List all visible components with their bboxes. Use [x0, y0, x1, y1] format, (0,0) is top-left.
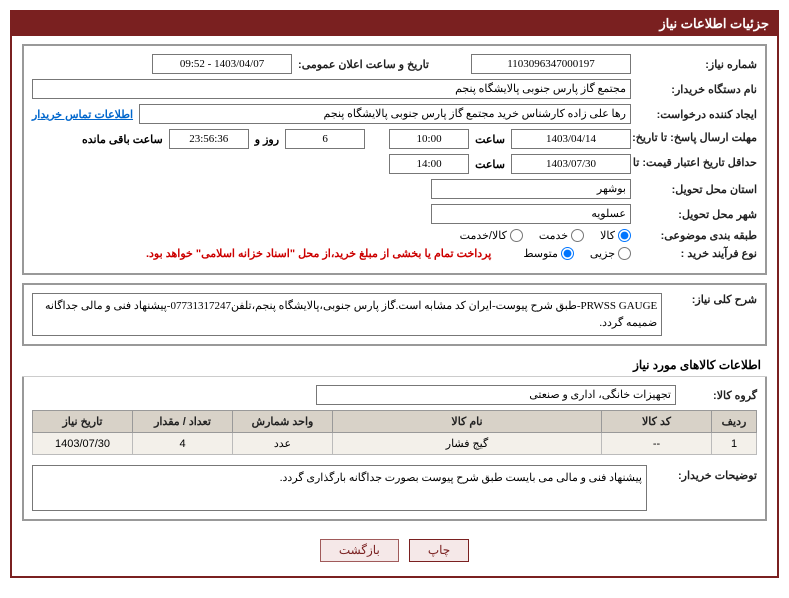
- radio-goods[interactable]: کالا: [600, 229, 631, 242]
- print-button[interactable]: چاپ: [409, 539, 469, 562]
- summary-box: شرح کلی نیاز: PRWSS GAUGE-طبق شرح پیوست-…: [22, 283, 767, 346]
- radio-goods-service[interactable]: کالا/خدمت: [460, 229, 523, 242]
- goods-group: تجهیزات خانگی، اداری و صنعتی: [316, 385, 676, 405]
- goods-table: ردیف کد کالا نام کالا واحد شمارش تعداد /…: [32, 410, 757, 455]
- contact-link[interactable]: اطلاعات تماس خریدار: [32, 108, 133, 121]
- cell-code: --: [602, 433, 712, 455]
- radio-goods-service-label: کالا/خدمت: [460, 229, 507, 242]
- need-no-value: 1103096347000197: [471, 54, 631, 74]
- buyer-notes-label: توضیحات خریدار:: [657, 465, 757, 511]
- announce-value: 1403/04/07 - 09:52: [152, 54, 292, 74]
- requester-value: رها علی زاده کارشناس خرید مجتمع گاز پارس…: [139, 104, 631, 124]
- delivery-province: بوشهر: [431, 179, 631, 199]
- cell-unit: عدد: [233, 433, 333, 455]
- category-radio-group: کالا خدمت کالا/خدمت: [460, 229, 631, 242]
- cell-name: گیج فشار: [333, 433, 602, 455]
- requester-label: ایجاد کننده درخواست:: [637, 108, 757, 121]
- radio-medium-label: متوسط: [523, 247, 558, 260]
- radio-service-input[interactable]: [571, 229, 584, 242]
- radio-goods-service-input[interactable]: [510, 229, 523, 242]
- cell-date: 1403/07/30: [33, 433, 133, 455]
- deadline-label: مهلت ارسال پاسخ: تا تاریخ:: [637, 132, 757, 145]
- goods-group-label: گروه کالا:: [682, 389, 757, 402]
- th-name: نام کالا: [333, 411, 602, 433]
- radio-small[interactable]: جزیی: [590, 247, 631, 260]
- radio-small-input[interactable]: [618, 247, 631, 260]
- th-qty: تعداد / مقدار: [133, 411, 233, 433]
- radio-service-label: خدمت: [539, 229, 568, 242]
- radio-medium[interactable]: متوسط: [523, 247, 574, 260]
- hour-label-1: ساعت: [475, 133, 505, 146]
- category-label: طبقه بندی موضوعی:: [637, 229, 757, 242]
- days-remain: 6: [285, 129, 365, 149]
- th-code: کد کالا: [602, 411, 712, 433]
- button-row: چاپ بازگشت: [22, 529, 767, 562]
- delivery-city: عسلویه: [431, 204, 631, 224]
- cell-row: 1: [712, 433, 757, 455]
- need-no-label: شماره نیاز:: [637, 58, 757, 71]
- validity-label: حداقل تاریخ اعتبار قیمت: تا تاریخ:: [637, 157, 757, 170]
- delivery-province-label: استان محل تحویل:: [637, 183, 757, 196]
- radio-goods-label: کالا: [600, 229, 615, 242]
- radio-service[interactable]: خدمت: [539, 229, 584, 242]
- back-button[interactable]: بازگشت: [320, 539, 399, 562]
- buyer-org-label: نام دستگاه خریدار:: [637, 83, 757, 96]
- delivery-city-label: شهر محل تحویل:: [637, 208, 757, 221]
- radio-medium-input[interactable]: [561, 247, 574, 260]
- validity-hour: 14:00: [389, 154, 469, 174]
- announce-label: تاریخ و ساعت اعلان عمومی:: [298, 58, 429, 71]
- th-unit: واحد شمارش: [233, 411, 333, 433]
- process-label: نوع فرآیند خرید :: [637, 247, 757, 260]
- details-box: شماره نیاز: 1103096347000197 تاریخ و ساع…: [22, 44, 767, 275]
- th-row: ردیف: [712, 411, 757, 433]
- buyer-notes-text: پیشنهاد فنی و مالی می بایست طبق شرح پیوس…: [32, 465, 647, 511]
- time-remain: 23:56:36: [169, 129, 249, 149]
- radio-small-label: جزیی: [590, 247, 615, 260]
- days-remain-label: روز و: [255, 133, 279, 146]
- goods-box: گروه کالا: تجهیزات خانگی، اداری و صنعتی …: [22, 377, 767, 521]
- time-remain-label: ساعت باقی مانده: [82, 133, 163, 146]
- hour-label-2: ساعت: [475, 158, 505, 171]
- deadline-date: 1403/04/14: [511, 129, 631, 149]
- payment-note: پرداخت تمام یا بخشی از مبلغ خرید،از محل …: [146, 247, 491, 260]
- goods-info-header: اطلاعات کالاهای مورد نیاز: [22, 354, 767, 377]
- buyer-org-value: مجتمع گاز پارس جنوبی پالایشگاه پنجم: [32, 79, 631, 99]
- table-row: 1--گیج فشارعدد41403/07/30: [33, 433, 757, 455]
- validity-date: 1403/07/30: [511, 154, 631, 174]
- th-date: تاریخ نیاز: [33, 411, 133, 433]
- summary-text: PRWSS GAUGE-طبق شرح پیوست-ایران کد مشابه…: [32, 293, 662, 336]
- process-radio-group: جزیی متوسط: [523, 247, 631, 260]
- cell-qty: 4: [133, 433, 233, 455]
- radio-goods-input[interactable]: [618, 229, 631, 242]
- main-panel: جزئیات اطلاعات نیاز شماره نیاز: 11030963…: [10, 10, 779, 578]
- summary-label: شرح کلی نیاز:: [670, 293, 757, 336]
- panel-title: جزئیات اطلاعات نیاز: [12, 12, 777, 36]
- deadline-hour: 10:00: [389, 129, 469, 149]
